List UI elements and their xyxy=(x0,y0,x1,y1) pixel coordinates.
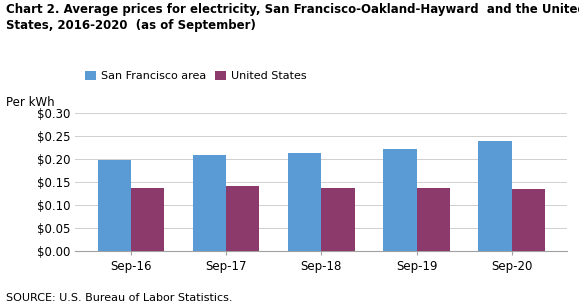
Bar xyxy=(478,141,512,251)
Legend: San Francisco area, United States: San Francisco area, United States xyxy=(81,66,310,86)
Bar xyxy=(383,149,416,251)
Bar xyxy=(321,188,355,251)
Text: SOURCE: U.S. Bureau of Labor Statistics.: SOURCE: U.S. Bureau of Labor Statistics. xyxy=(6,293,232,303)
Bar xyxy=(416,188,450,251)
Text: Chart 2. Average prices for electricity, San Francisco-Oakland-Hayward  and the : Chart 2. Average prices for electricity,… xyxy=(6,3,579,32)
Bar xyxy=(131,188,164,251)
Bar xyxy=(193,155,226,251)
Bar xyxy=(512,189,545,251)
Bar xyxy=(226,186,259,251)
Bar xyxy=(288,153,321,251)
Text: Per kWh: Per kWh xyxy=(6,96,54,109)
Bar xyxy=(98,160,131,251)
